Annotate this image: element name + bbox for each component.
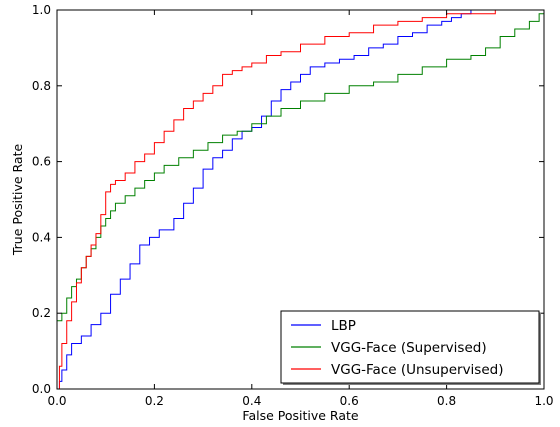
series-line-0	[57, 9, 544, 390]
x-tick-label: 0.0	[47, 394, 66, 408]
x-tick-label: 0.4	[242, 394, 261, 408]
legend-label-0: LBP	[331, 318, 356, 334]
y-axis-label: True Positive Rate	[10, 144, 25, 257]
series-lines	[57, 9, 545, 390]
y-tick-label: 0.6	[32, 155, 51, 169]
x-tick-label: 0.6	[340, 394, 359, 408]
y-tick-label: 0.8	[32, 79, 51, 93]
legend: LBP VGG-Face (Supervised) VGG-Face (Unsupe…	[280, 310, 541, 385]
x-axis-label: False Positive Rate	[242, 408, 358, 423]
x-tick-label: 0.8	[437, 394, 456, 408]
y-tick-label: 0.0	[32, 382, 51, 396]
y-tick-label: 0.2	[32, 306, 51, 320]
legend-label-2: VGG-Face (Unsupervised)	[331, 362, 503, 378]
legend-box	[280, 310, 540, 384]
x-tick-label: 1.0	[534, 394, 553, 408]
legend-label-1: VGG-Face (Supervised)	[331, 340, 487, 356]
y-tick-label: 1.0	[32, 3, 51, 17]
x-tick-label: 0.2	[145, 394, 164, 408]
series-line-2	[57, 9, 544, 390]
y-tick-label: 0.4	[32, 230, 51, 244]
plot-frame	[56, 9, 545, 390]
